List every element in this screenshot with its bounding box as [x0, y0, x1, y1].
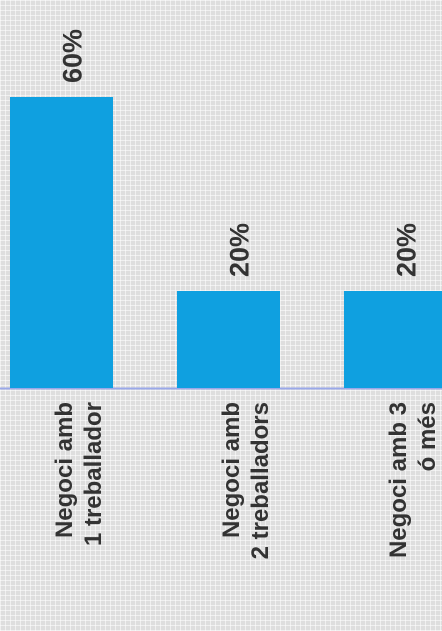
- category-label-3-line-1: Negoci amb 3: [385, 402, 412, 558]
- bar-2: [177, 291, 280, 388]
- bar-1: [10, 97, 113, 388]
- category-label-1-line-2: 1 treballador: [80, 402, 107, 546]
- category-label-2-line-2: 2 treballadors: [247, 402, 274, 559]
- category-label-3-line-2: ó més: [414, 402, 441, 471]
- category-label-1-line-1: Negoci amb: [51, 402, 78, 538]
- data-label-2: 20%: [225, 223, 255, 277]
- data-label-3: 20%: [392, 223, 422, 277]
- bar-3: [344, 291, 442, 388]
- data-label-1: 60%: [58, 29, 88, 83]
- category-label-2-line-1: Negoci amb: [218, 402, 245, 538]
